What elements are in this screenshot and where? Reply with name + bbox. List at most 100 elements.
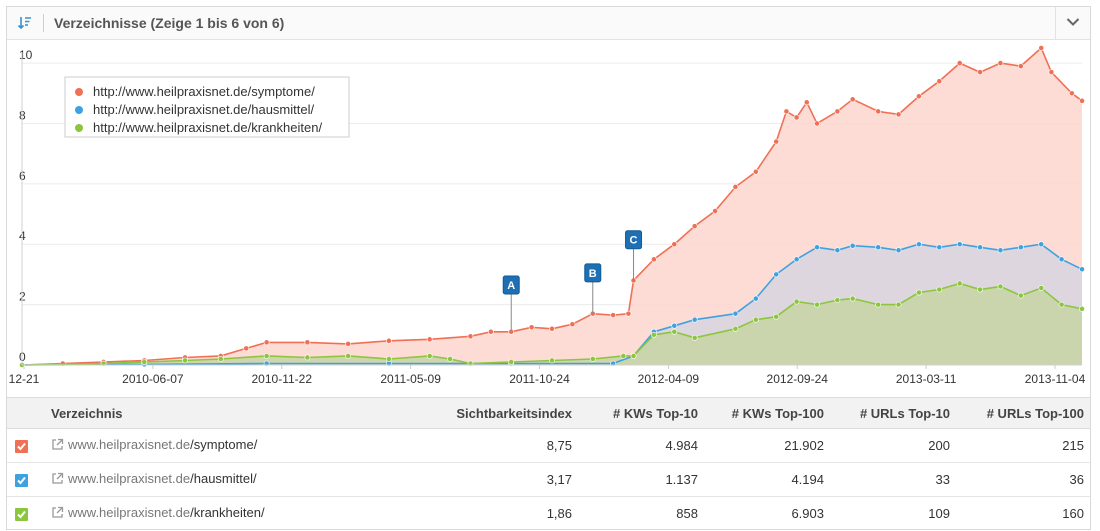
data-point <box>834 108 841 115</box>
data-point <box>569 321 576 328</box>
data-point <box>916 289 922 296</box>
data-point <box>691 334 698 341</box>
data-point <box>625 310 632 317</box>
data-point <box>849 242 856 249</box>
x-tick-label: 2010-06-07 <box>122 372 184 386</box>
column-header-kws-top100[interactable]: # KWs Top-100 <box>706 397 832 429</box>
data-point <box>956 60 963 66</box>
series-line <box>21 282 1083 366</box>
directory-link[interactable]: www.heilpraxisnet.de/hausmittel/ <box>68 471 257 486</box>
table-row: www.heilpraxisnet.de/symptome/ 8,75 4.98… <box>7 428 1090 463</box>
data-point <box>243 345 250 352</box>
data-point <box>386 337 392 344</box>
data-point <box>141 359 148 365</box>
data-point <box>1079 305 1085 312</box>
data-point <box>630 353 637 359</box>
data-point <box>1017 244 1024 251</box>
column-header-sichtbarkeit[interactable]: Sichtbarkeitsindex <box>429 397 580 429</box>
column-header-urls-top100[interactable]: # URLs Top-100 <box>958 397 1090 429</box>
data-point <box>304 339 311 346</box>
data-point <box>936 244 943 251</box>
directory-link[interactable]: www.heilpraxisnet.de/symptome/ <box>68 437 257 452</box>
data-point <box>752 295 759 302</box>
annotation-flag <box>625 230 643 250</box>
panel-title: Verzeichnisse (Zeige 1 bis 6 von 6) <box>54 15 285 31</box>
sort-icon[interactable] <box>17 15 33 31</box>
data-point <box>1038 241 1045 248</box>
table-row: www.heilpraxisnet.de/krankheiten/ 1,86 8… <box>7 496 1090 529</box>
series-checkbox[interactable] <box>15 474 28 488</box>
data-point <box>1079 97 1085 104</box>
data-point <box>895 301 902 308</box>
kws-top10-value: 1.137 <box>580 462 706 497</box>
data-point <box>773 271 780 278</box>
data-point <box>217 356 224 362</box>
series-checkbox[interactable] <box>15 440 28 454</box>
legend-label: http://www.heilpraxisnet.de/hausmittel/ <box>93 102 314 117</box>
chart-legend: http://www.heilpraxisnet.de/symptome/htt… <box>64 76 350 138</box>
data-point <box>651 256 657 263</box>
data-point <box>1058 301 1065 308</box>
directory-link[interactable]: www.heilpraxisnet.de/krankheiten/ <box>68 505 265 520</box>
data-point <box>849 96 856 103</box>
collapse-button[interactable] <box>1055 7 1090 39</box>
column-header-kws-top10[interactable]: # KWs Top-10 <box>580 397 706 429</box>
chevron-down-icon <box>1066 18 1080 26</box>
data-point <box>814 301 820 308</box>
header-divider <box>43 14 44 32</box>
data-point <box>834 297 841 303</box>
data-point <box>1017 292 1024 299</box>
data-point <box>691 316 698 323</box>
data-point <box>651 331 657 338</box>
data-point <box>712 208 718 214</box>
urls-top10-value: 109 <box>832 496 958 529</box>
directory-domain: www.heilpraxisnet.de <box>68 471 191 487</box>
checkmark-icon <box>17 510 26 519</box>
directory-path: /krankheiten/ <box>190 505 265 521</box>
data-point <box>345 353 352 359</box>
data-point <box>1048 69 1055 76</box>
urls-top100-value: 215 <box>958 428 1090 463</box>
checkmark-icon <box>17 442 26 451</box>
data-point <box>386 356 392 362</box>
data-point <box>549 357 555 364</box>
external-link-icon[interactable] <box>51 438 64 454</box>
directory-path: /symptome/ <box>190 437 258 453</box>
data-point <box>936 78 943 85</box>
legend-marker <box>75 124 83 132</box>
data-point <box>956 280 963 287</box>
annotation-flag <box>584 263 602 283</box>
legend-marker <box>75 88 83 96</box>
data-point <box>997 247 1004 254</box>
data-point <box>895 111 902 118</box>
data-point <box>528 324 535 331</box>
directory-domain: www.heilpraxisnet.de <box>68 437 191 453</box>
data-point <box>752 316 759 323</box>
external-link-icon[interactable] <box>51 506 64 522</box>
external-link-icon[interactable] <box>51 472 64 488</box>
series-checkbox[interactable] <box>15 508 28 522</box>
data-point <box>956 241 963 248</box>
data-point <box>1038 45 1045 51</box>
y-tick-label: 10 <box>19 48 33 62</box>
data-point <box>814 244 820 251</box>
data-point <box>671 241 678 248</box>
series-area <box>22 283 1082 365</box>
column-header-verzeichnis[interactable]: Verzeichnis <box>43 397 429 429</box>
sichtbarkeit-value: 1,86 <box>429 496 580 529</box>
data-point <box>1079 266 1085 273</box>
directory-path: /hausmittel/ <box>190 471 257 487</box>
data-point <box>671 322 678 329</box>
panel-header: Verzeichnisse (Zeige 1 bis 6 von 6) <box>7 7 1090 40</box>
data-point <box>1017 63 1024 70</box>
sichtbarkeit-value: 3,17 <box>429 462 580 497</box>
x-tick-label: 2013-03-11 <box>896 372 957 386</box>
x-tick-label: 2012-09-24 <box>767 372 829 386</box>
data-point <box>977 244 983 251</box>
data-point <box>182 357 188 364</box>
annotation-label: A <box>507 280 515 292</box>
data-point <box>620 353 627 359</box>
column-header-urls-top10[interactable]: # URLs Top-10 <box>832 397 958 429</box>
urls-top10-value: 200 <box>832 428 958 463</box>
data-point <box>487 328 494 335</box>
